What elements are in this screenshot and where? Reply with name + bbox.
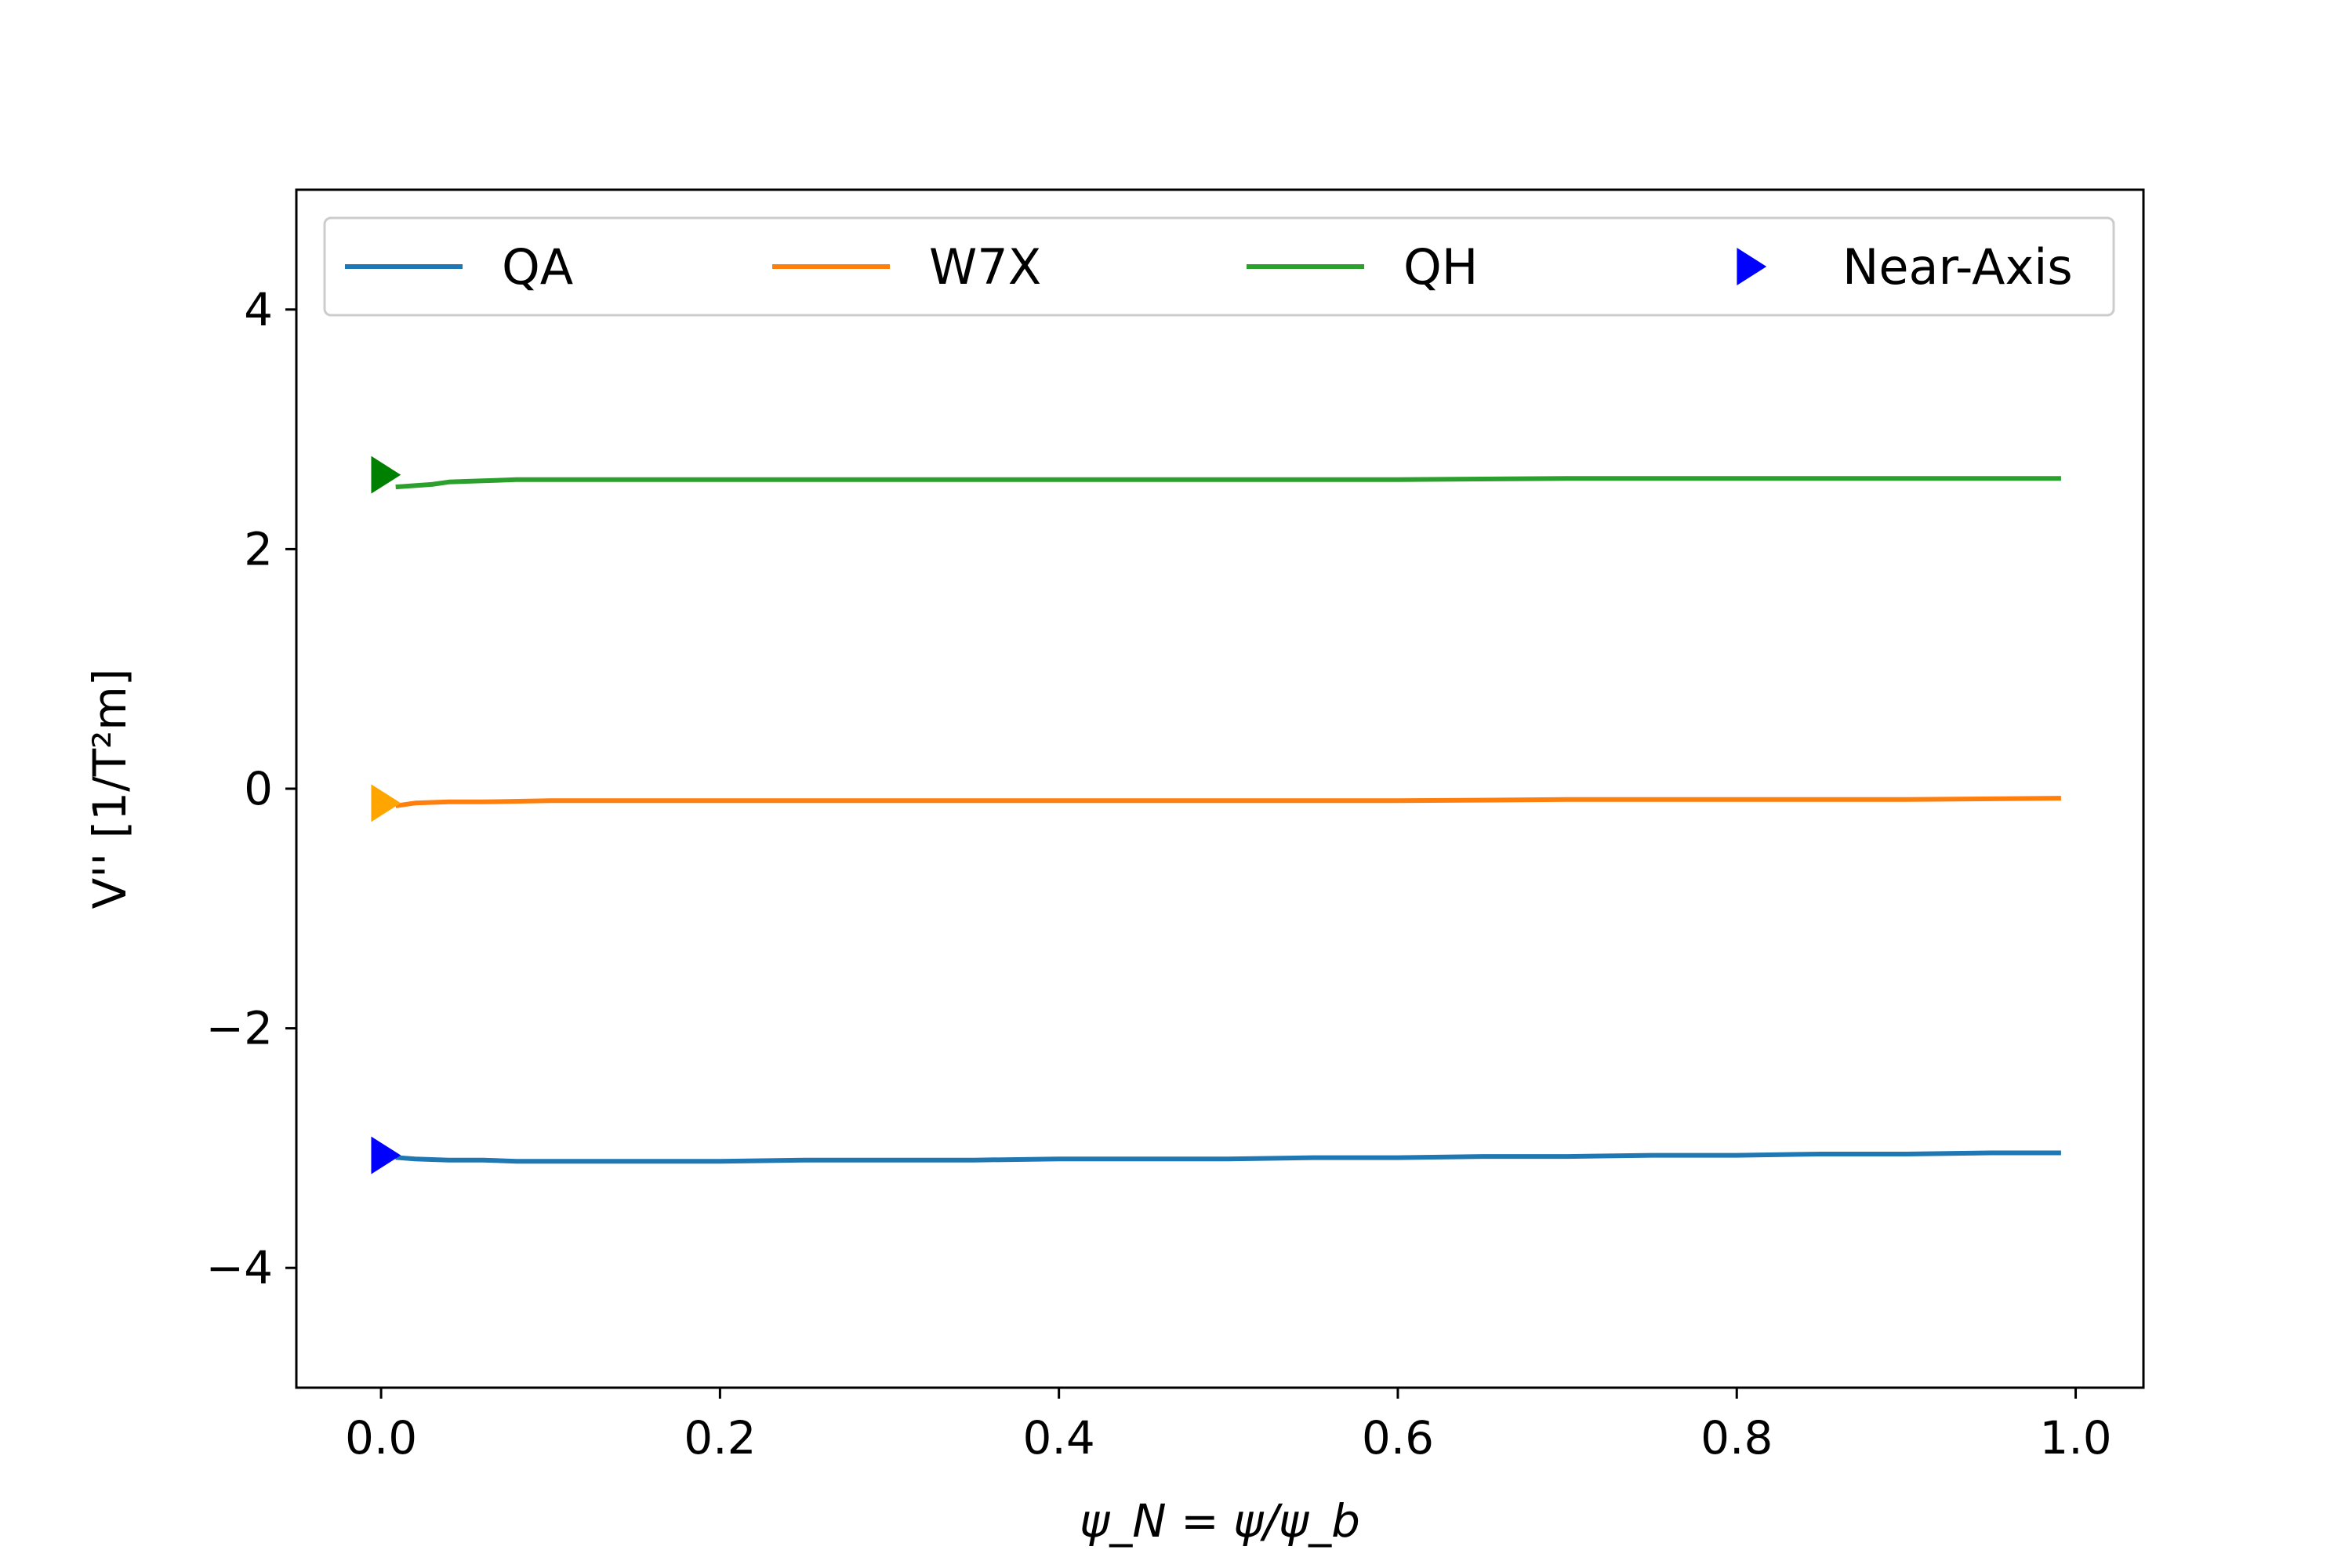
near-axis-marker-2 xyxy=(371,784,401,822)
y-axis-label: V'' [1/T²m] xyxy=(83,669,136,909)
x-tick-label: 1.0 xyxy=(2039,1411,2111,1465)
legend-label-qa: QA xyxy=(502,238,573,296)
legend-label-qh: QH xyxy=(1403,238,1478,296)
legend: QA W7X QH Near-Axis xyxy=(323,216,2115,317)
legend-frame xyxy=(323,216,2115,317)
x-tick-label: 0.6 xyxy=(1362,1411,1434,1465)
legend-label-near-axis: Near-Axis xyxy=(1842,238,2073,296)
legend-swatch-near-axis xyxy=(1737,248,1767,285)
legend-label-w7x: W7X xyxy=(929,238,1041,296)
x-tick-label: 0.4 xyxy=(1023,1411,1095,1465)
y-tick-label: 0 xyxy=(244,762,273,815)
x-tick-label: 0.2 xyxy=(684,1411,756,1465)
y-tick-label: 2 xyxy=(244,522,273,575)
y-tick-label: 4 xyxy=(244,283,273,336)
series-layer xyxy=(395,476,2061,1164)
y-tick-label: −4 xyxy=(206,1241,274,1294)
x-tick-label: 0.8 xyxy=(1700,1411,1773,1465)
x-axis-label: ψ_N = ψ/ψ_b xyxy=(1080,1494,1360,1548)
series-line-qh xyxy=(395,476,2061,490)
y-tick-label: −2 xyxy=(206,1002,274,1055)
x-tick-label: 0.0 xyxy=(345,1411,417,1465)
near-axis-marker-3 xyxy=(371,456,401,494)
x-axis-ticks: 0.0 0.2 0.4 0.6 0.8 1.0 xyxy=(345,1388,2112,1465)
series-line-w7x xyxy=(395,796,2061,808)
series-line-qa xyxy=(395,1150,2061,1164)
near-axis-marker-1 xyxy=(371,1136,401,1174)
y-axis-ticks: −4 −2 0 2 4 xyxy=(206,283,296,1294)
marker-layer xyxy=(371,456,401,1174)
